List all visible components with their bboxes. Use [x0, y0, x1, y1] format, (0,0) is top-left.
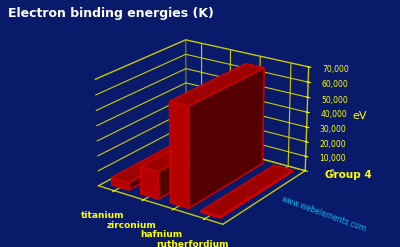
Text: Electron binding energies (K): Electron binding energies (K): [8, 7, 214, 21]
Text: www.webelements.com: www.webelements.com: [280, 195, 368, 234]
